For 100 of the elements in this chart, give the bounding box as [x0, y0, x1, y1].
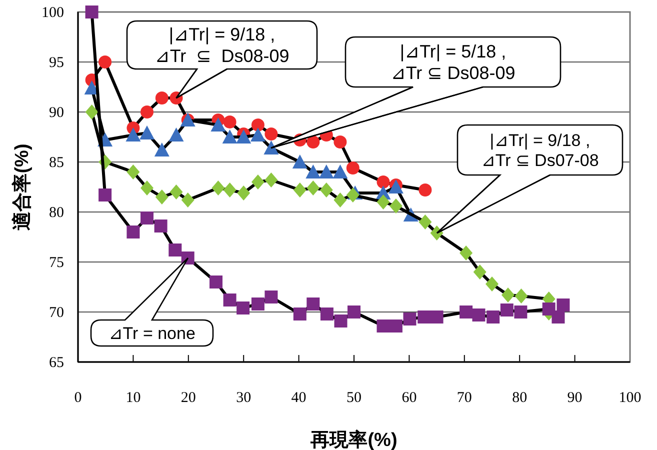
point: [236, 302, 250, 314]
y-axis-title: 適合率(%): [11, 144, 33, 230]
point: [155, 92, 168, 104]
y-tick-label: 95: [49, 55, 64, 71]
point: [222, 130, 238, 144]
x-tick-label: 100: [618, 390, 642, 406]
point: [264, 172, 278, 188]
point: [418, 184, 432, 196]
x-tick-label: 10: [126, 390, 141, 406]
point: [85, 6, 98, 18]
point: [168, 128, 184, 142]
point: [320, 308, 334, 320]
point: [170, 184, 183, 200]
point: [376, 194, 390, 210]
point: [140, 212, 154, 224]
point: [334, 192, 347, 208]
x-axis-title: 再現率(%): [310, 429, 398, 450]
point: [223, 294, 236, 306]
point: [430, 310, 444, 324]
point: [403, 312, 416, 326]
point: [502, 288, 515, 302]
point: [236, 130, 252, 144]
point: [126, 164, 140, 180]
callout: ⊿Tr = none: [90, 257, 214, 347]
point: [460, 306, 473, 318]
point: [306, 180, 320, 196]
x-tick-label: 50: [346, 390, 362, 406]
point: [223, 182, 236, 198]
point: [346, 188, 360, 202]
x-tick-label: 40: [291, 390, 306, 406]
y-tick-label: 100: [42, 5, 64, 21]
point: [293, 308, 306, 320]
point: [251, 298, 264, 310]
annotation: |⊿Tr| = 9/18 , ⊿Tr ⊆ Ds08-09: [154, 24, 290, 66]
point: [292, 154, 308, 168]
point: [264, 140, 279, 154]
point: [306, 298, 320, 310]
x-tick-label: 90: [567, 390, 582, 406]
point: [376, 320, 390, 332]
point: [346, 162, 360, 174]
point: [348, 306, 360, 318]
point: [318, 164, 334, 178]
point: [486, 276, 498, 292]
point: [98, 56, 112, 68]
annotation: ⊿Tr = none: [108, 324, 196, 343]
point: [210, 276, 222, 288]
annotation: |⊿Tr| = 5/18 , ⊿Tr ⊆ Ds08-09: [390, 42, 516, 84]
point: [140, 180, 154, 196]
point: [140, 126, 154, 140]
point: [332, 164, 348, 178]
point: [376, 176, 390, 188]
y-tick-label: 90: [49, 105, 64, 121]
point: [264, 128, 278, 140]
point: [223, 116, 236, 128]
point: [334, 136, 347, 148]
y-tick-label: 70: [49, 305, 64, 321]
point: [472, 308, 486, 322]
point: [486, 310, 500, 324]
point: [500, 304, 514, 316]
point: [154, 220, 168, 232]
point: [181, 192, 194, 208]
y-tick-label: 85: [49, 155, 64, 171]
point: [85, 104, 98, 120]
callout: |⊿Tr| = 9/18 , ⊿Tr ⊆ Ds07-08: [436, 124, 624, 234]
point: [334, 314, 348, 328]
point: [556, 298, 570, 312]
point: [473, 264, 486, 280]
x-tick-label: 60: [402, 390, 417, 406]
point: [212, 180, 225, 196]
point: [155, 190, 168, 204]
x-tick-label: 70: [456, 390, 472, 406]
point: [514, 288, 528, 304]
y-tick-label: 80: [49, 205, 64, 221]
point: [210, 118, 226, 132]
x-tick-label: 20: [180, 390, 196, 406]
point: [514, 306, 528, 318]
point: [140, 106, 154, 118]
x-tick-label: 0: [74, 390, 82, 406]
point: [389, 198, 402, 214]
callout: |⊿Tr| = 9/18 , ⊿Tr ⊆ Ds08-09: [126, 20, 318, 99]
point: [552, 310, 565, 324]
point: [98, 188, 112, 202]
point: [389, 320, 402, 332]
point: [264, 290, 278, 304]
point: [237, 186, 250, 200]
point: [306, 136, 320, 148]
point: [293, 182, 306, 198]
point: [250, 128, 266, 142]
point: [460, 246, 473, 260]
point: [168, 244, 182, 256]
point: [154, 142, 170, 156]
point: [126, 226, 140, 238]
point: [251, 174, 264, 190]
point: [320, 182, 333, 198]
point: [251, 118, 264, 132]
annotation: |⊿Tr| = 9/18 , ⊿Tr ⊆ Ds07-08: [481, 130, 599, 170]
x-tick-label: 30: [236, 390, 252, 406]
point: [418, 310, 431, 324]
x-tick-label: 80: [512, 390, 528, 406]
point: [126, 128, 141, 142]
